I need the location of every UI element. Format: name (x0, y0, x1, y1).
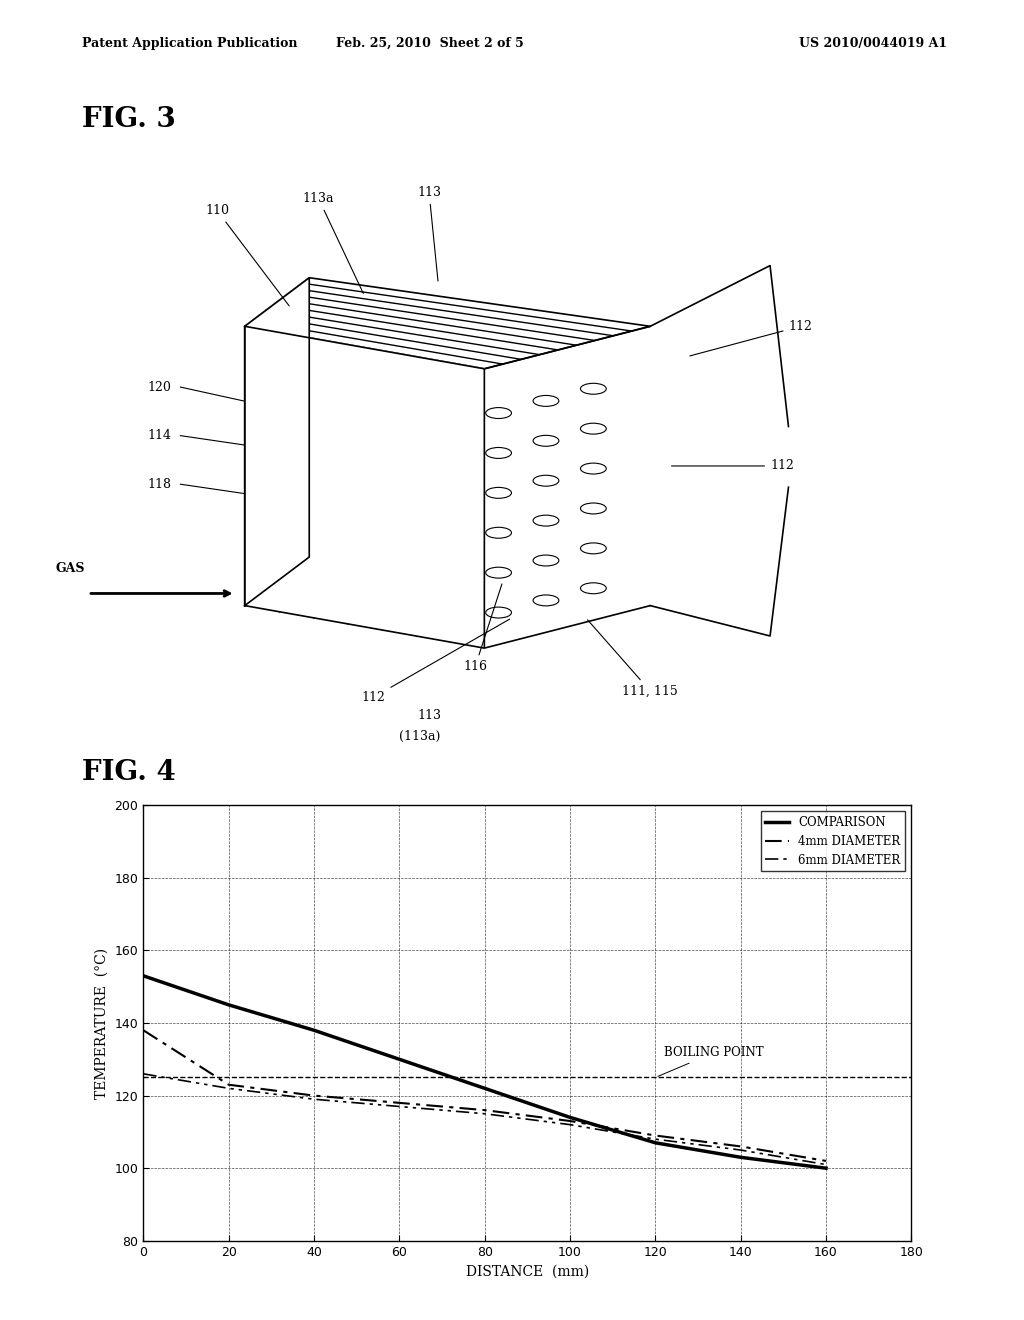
4mm DIAMETER (564, 1113, 577, 1129)
X-axis label: DISTANCE  (mm): DISTANCE (mm) (466, 1265, 589, 1278)
Line: COMPARISON: COMPARISON (143, 975, 826, 1168)
COMPARISON (308, 1022, 321, 1038)
Text: 120: 120 (147, 380, 171, 393)
Text: 112: 112 (361, 619, 510, 704)
Polygon shape (245, 277, 309, 606)
Text: 111, 115: 111, 115 (588, 620, 678, 697)
4mm DIAMETER (478, 1102, 490, 1118)
Y-axis label: TEMPERATURE  (°C): TEMPERATURE (°C) (95, 948, 110, 1098)
COMPARISON (734, 1150, 746, 1166)
4mm DIAMETER (734, 1138, 746, 1154)
Text: FIG. 4: FIG. 4 (82, 759, 176, 785)
6mm DIAMETER (308, 1092, 321, 1107)
Text: Patent Application Publication: Patent Application Publication (82, 37, 297, 50)
Line: 6mm DIAMETER: 6mm DIAMETER (143, 1073, 826, 1164)
4mm DIAMETER (137, 1022, 150, 1038)
Text: 114: 114 (147, 429, 171, 442)
Text: 118: 118 (147, 478, 171, 491)
Text: 113: 113 (417, 186, 441, 281)
6mm DIAMETER (478, 1106, 490, 1122)
Text: (113a): (113a) (399, 730, 440, 743)
Text: FIG. 3: FIG. 3 (82, 106, 176, 132)
COMPARISON (564, 1109, 577, 1125)
Text: BOILING POINT: BOILING POINT (657, 1047, 764, 1076)
Text: 116: 116 (463, 583, 502, 673)
Polygon shape (484, 326, 650, 648)
4mm DIAMETER (393, 1094, 406, 1110)
4mm DIAMETER (649, 1127, 662, 1143)
Polygon shape (245, 326, 484, 648)
COMPARISON (222, 997, 234, 1012)
Text: 110: 110 (205, 205, 289, 306)
6mm DIAMETER (222, 1080, 234, 1096)
Text: 112: 112 (690, 319, 812, 356)
6mm DIAMETER (137, 1065, 150, 1081)
COMPARISON (393, 1051, 406, 1067)
4mm DIAMETER (820, 1154, 833, 1170)
4mm DIAMETER (222, 1077, 234, 1093)
Text: Feb. 25, 2010  Sheet 2 of 5: Feb. 25, 2010 Sheet 2 of 5 (336, 37, 524, 50)
6mm DIAMETER (820, 1156, 833, 1172)
6mm DIAMETER (393, 1098, 406, 1114)
4mm DIAMETER (308, 1088, 321, 1104)
Line: 4mm DIAMETER: 4mm DIAMETER (143, 1030, 826, 1162)
Text: GAS: GAS (56, 562, 85, 576)
Text: 113a: 113a (303, 191, 364, 293)
6mm DIAMETER (649, 1131, 662, 1147)
COMPARISON (478, 1080, 490, 1096)
6mm DIAMETER (564, 1117, 577, 1133)
Text: US 2010/0044019 A1: US 2010/0044019 A1 (799, 37, 947, 50)
Text: 113: 113 (417, 709, 441, 722)
Text: 112: 112 (672, 459, 794, 473)
COMPARISON (649, 1135, 662, 1151)
6mm DIAMETER (734, 1142, 746, 1158)
Polygon shape (245, 277, 650, 368)
COMPARISON (137, 968, 150, 983)
Legend: COMPARISON, 4mm DIAMETER, 6mm DIAMETER: COMPARISON, 4mm DIAMETER, 6mm DIAMETER (761, 810, 905, 871)
COMPARISON (820, 1160, 833, 1176)
